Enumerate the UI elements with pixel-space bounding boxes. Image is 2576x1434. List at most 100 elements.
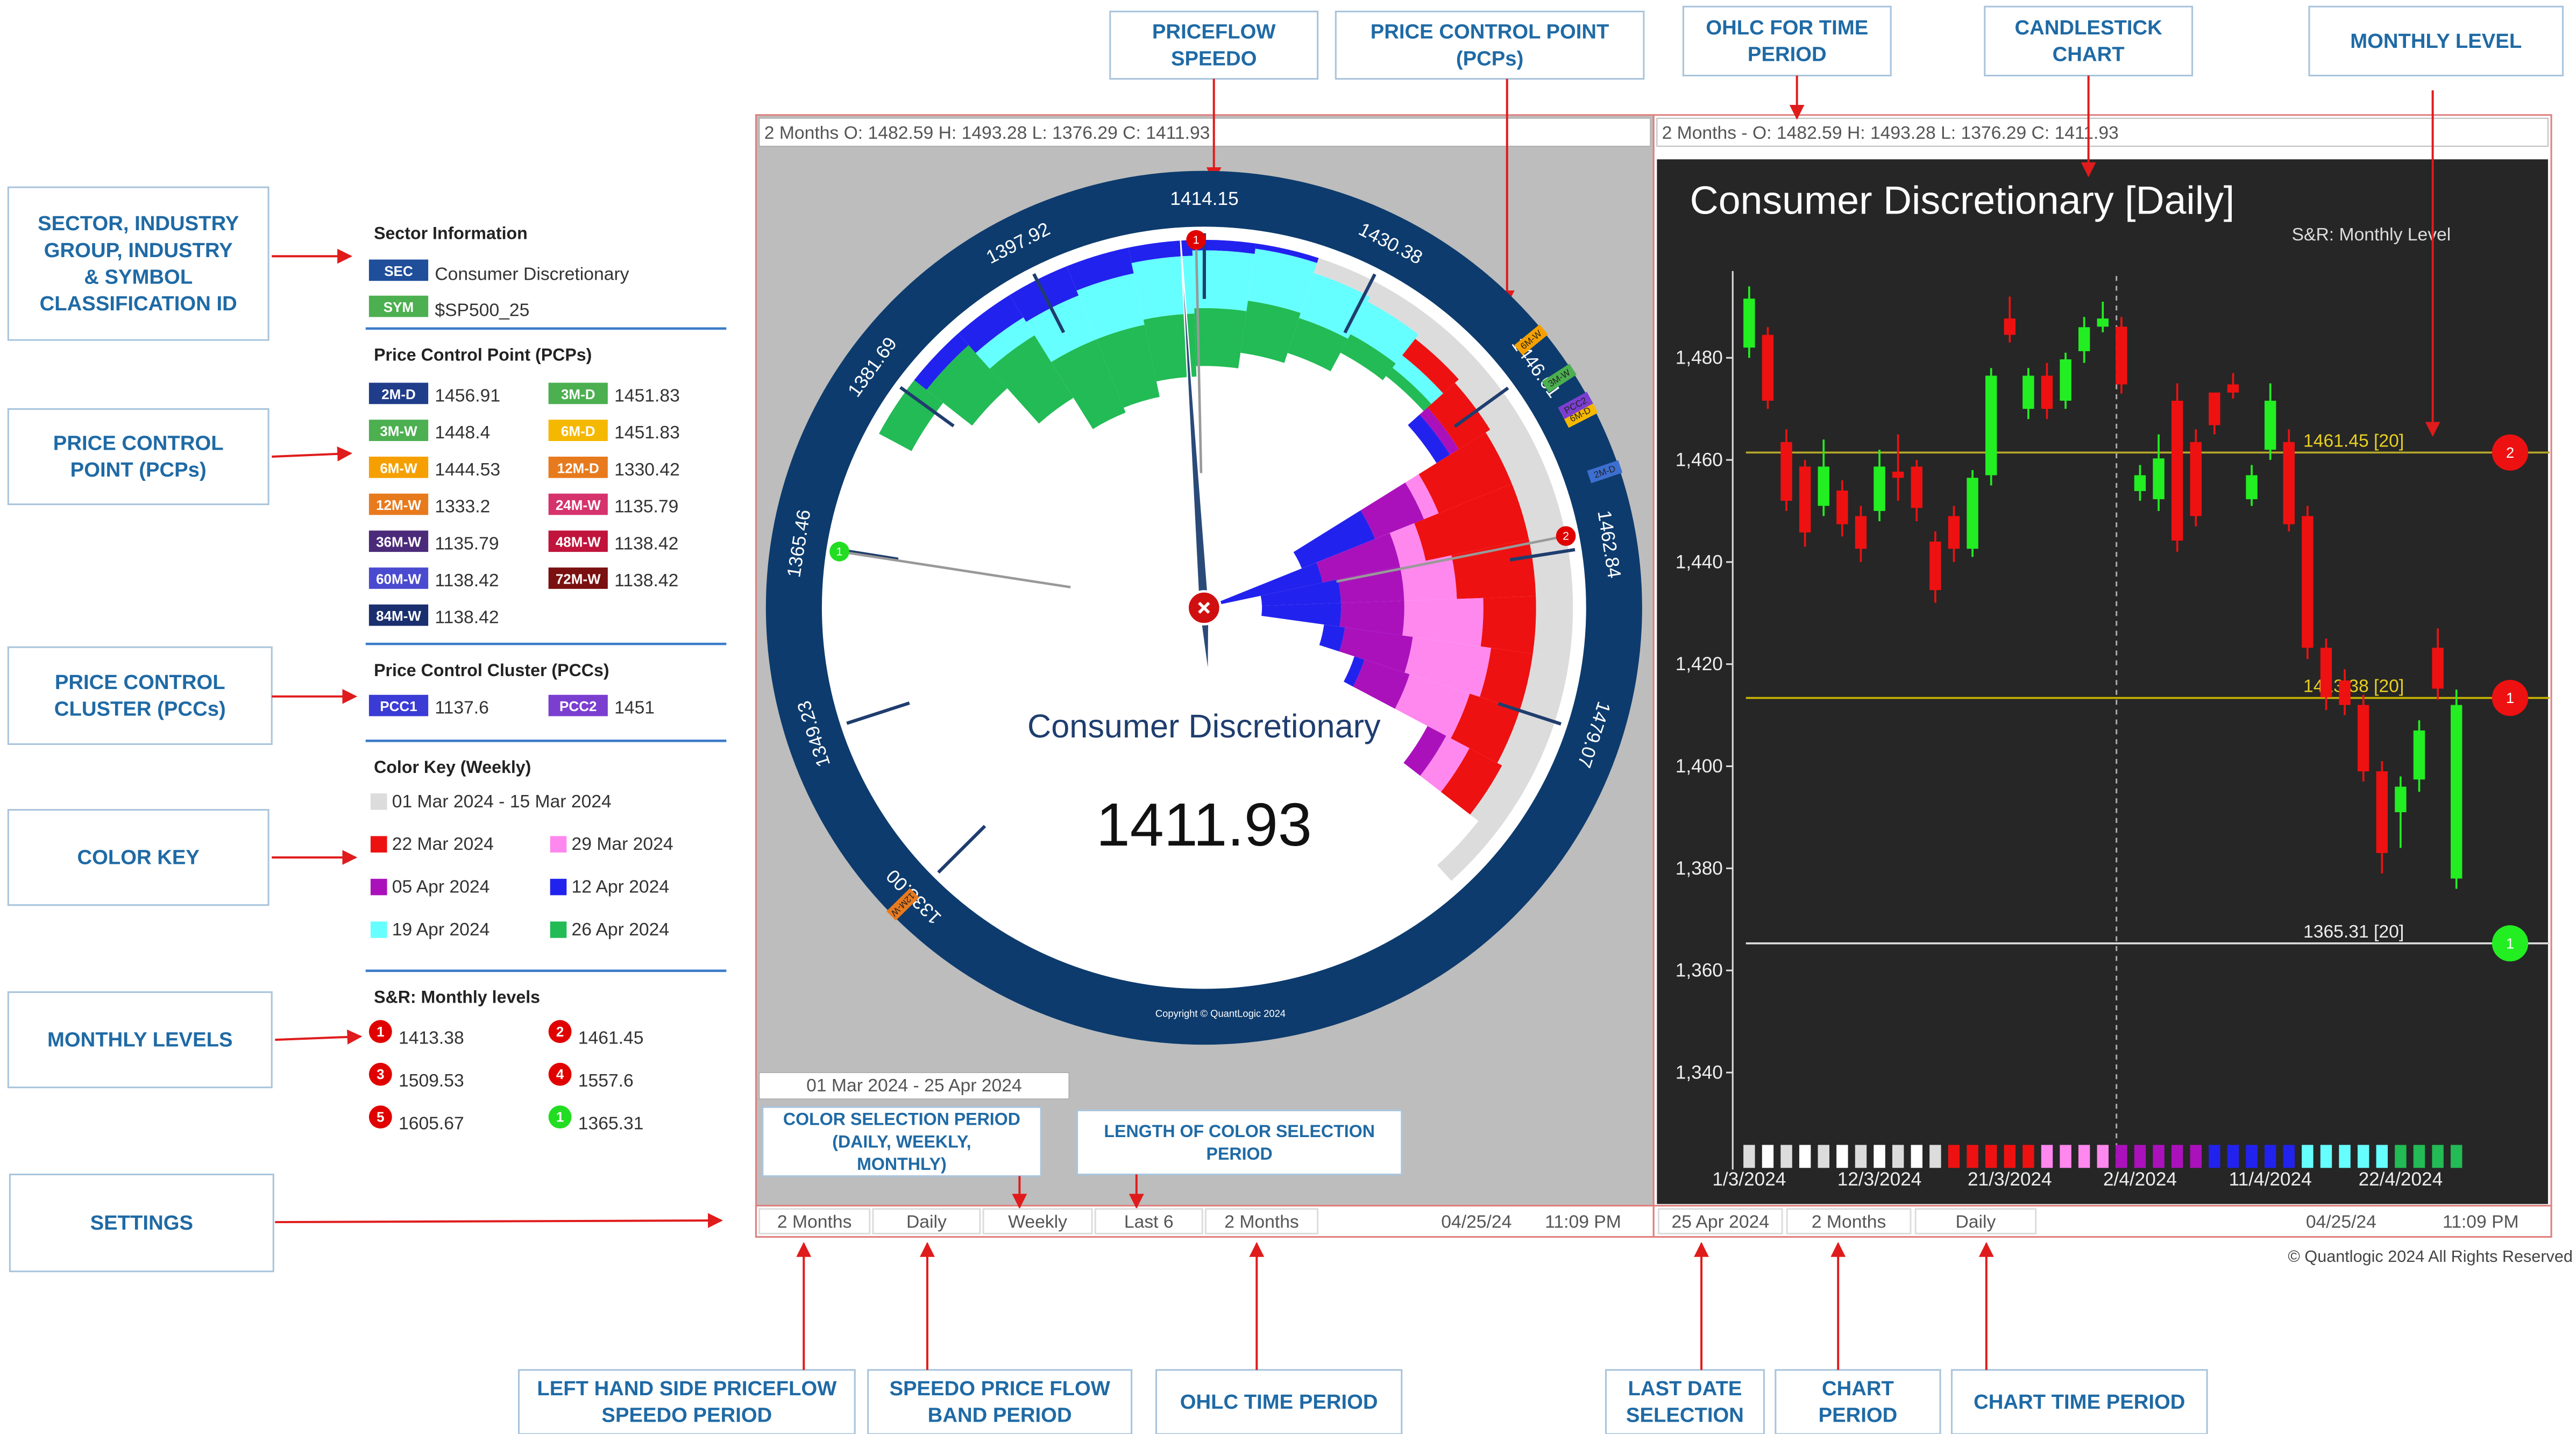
annotation-text: & SYMBOL (84, 265, 193, 288)
annotation-text: (PCPs) (1456, 47, 1523, 70)
candle-body (2041, 375, 2053, 409)
pcc-value: 1451 (614, 698, 655, 718)
annotation-text: BAND PERIOD (928, 1404, 1072, 1427)
annotation-text: OHLC TIME PERIOD (1180, 1390, 1378, 1414)
period-strip (1855, 1145, 1867, 1168)
profile-segment (1316, 533, 1400, 583)
badge (368, 259, 429, 281)
profile-segment (1437, 821, 1495, 881)
period-strip (2041, 1145, 2053, 1168)
profile-segment (1192, 250, 1255, 311)
tag-box (886, 888, 919, 921)
period-strip (2097, 1145, 2109, 1168)
setting-label[interactable]: 2 Months (777, 1212, 851, 1232)
pcp-value: 1456.91 (435, 386, 500, 406)
profile-segment (1529, 531, 1573, 597)
setting-button[interactable] (1914, 1208, 2037, 1234)
pcp-value: 1138.42 (614, 534, 678, 553)
setting-label[interactable]: 25 Apr 2024 (1671, 1212, 1769, 1232)
period-strip (1874, 1145, 1885, 1168)
annotation-box (2308, 5, 2564, 77)
period-strip (2004, 1145, 2016, 1168)
setting-button[interactable] (872, 1208, 981, 1234)
profile-segment (1420, 736, 1470, 792)
speedo-tick (899, 386, 955, 428)
candle-body (2060, 359, 2071, 401)
profile-segment (1353, 659, 1410, 709)
sr-id: 3 (377, 1066, 384, 1082)
x-tick-label: 11/4/2024 (2229, 1169, 2312, 1190)
sr-line (1195, 239, 1203, 473)
candle-date: 04/25/24 (2306, 1212, 2376, 1232)
annotation-arrow (275, 1030, 363, 1045)
candle-body (2246, 475, 2258, 500)
setting-label[interactable]: Daily (906, 1212, 947, 1232)
speedo-tick (1343, 273, 1376, 334)
candle-body (2004, 318, 2016, 335)
speedo-copyright: Copyright © QuantLogic 2024 (1155, 1008, 1286, 1019)
annotation-text: COLOR SELECTION PERIOD (783, 1110, 1020, 1129)
profile-segment (1255, 243, 1319, 264)
profile-segment (1344, 656, 1365, 687)
annotation-arrow (275, 1213, 723, 1228)
period-strip (2116, 1145, 2127, 1168)
annotation-box (7, 646, 273, 745)
setting-button[interactable] (1786, 1208, 1912, 1234)
period-strip (2283, 1145, 2295, 1168)
candle-body (1762, 335, 1774, 401)
badge (548, 456, 608, 478)
sr-id: 1 (556, 1109, 564, 1125)
period-strip (2395, 1145, 2407, 1168)
profile-segment (1260, 579, 1341, 606)
annotation-text: PERIOD (1748, 43, 1827, 66)
x-tick-label: 21/3/2024 (1968, 1169, 2052, 1190)
profile-segment (1454, 361, 1517, 430)
setting-button[interactable] (1094, 1208, 1203, 1234)
setting-label[interactable]: Weekly (1008, 1212, 1067, 1232)
level-marker-id: 1 (2506, 690, 2514, 706)
color-key-label: 22 Mar 2024 (392, 834, 494, 854)
y-tick-label: 1,460 (1676, 450, 1723, 471)
annotation-text: LAST DATE (1628, 1377, 1742, 1400)
pcp-value: 1138.42 (435, 608, 499, 628)
sr-value: 1557.6 (578, 1071, 634, 1091)
setting-button[interactable] (758, 1208, 871, 1234)
annotation-text: LENGTH OF COLOR SELECTION (1104, 1121, 1374, 1141)
annotation-box (1335, 10, 1645, 80)
color-swatch (370, 836, 387, 853)
badge (368, 567, 429, 589)
annotation-text: PRICEFLOW (1152, 20, 1276, 44)
level-label: 1461.45 [20] (2303, 431, 2404, 451)
x-tick-label: 2/4/2024 (2103, 1169, 2177, 1190)
annotation-box (867, 1369, 1133, 1434)
annotation-text: CLASSIFICATION ID (40, 292, 237, 315)
profile-segment (1319, 624, 1345, 652)
profile-segment (1405, 474, 1439, 520)
profile-segment (879, 380, 943, 451)
candle-body (1911, 466, 1922, 508)
annotation-box (1682, 5, 1892, 77)
setting-label[interactable]: 2 Months (1224, 1212, 1298, 1232)
candle-body (1892, 471, 1904, 478)
setting-label[interactable]: Last 6 (1124, 1212, 1174, 1232)
candle-body (1929, 541, 1941, 591)
candle-body (2264, 400, 2276, 450)
candle-body (2376, 771, 2388, 853)
badge-label: 60M-W (376, 571, 421, 587)
pcp-value: 1135.79 (614, 497, 678, 517)
candle-body (2302, 516, 2314, 648)
candle-body (2357, 705, 2369, 772)
tag-box (1563, 401, 1598, 428)
annotation-text: SPEEDO PERIOD (601, 1404, 772, 1427)
setting-label[interactable]: Daily (1955, 1212, 1996, 1232)
period-strip (2134, 1145, 2146, 1168)
setting-button[interactable] (1657, 1208, 1783, 1234)
profile-segment (1076, 273, 1145, 339)
badge (548, 567, 608, 589)
profile-segment (1096, 324, 1160, 408)
setting-label[interactable]: 2 Months (1812, 1212, 1886, 1232)
setting-button[interactable] (982, 1208, 1093, 1234)
setting-button[interactable] (1204, 1208, 1319, 1234)
section-title: Sector Information (374, 224, 528, 243)
